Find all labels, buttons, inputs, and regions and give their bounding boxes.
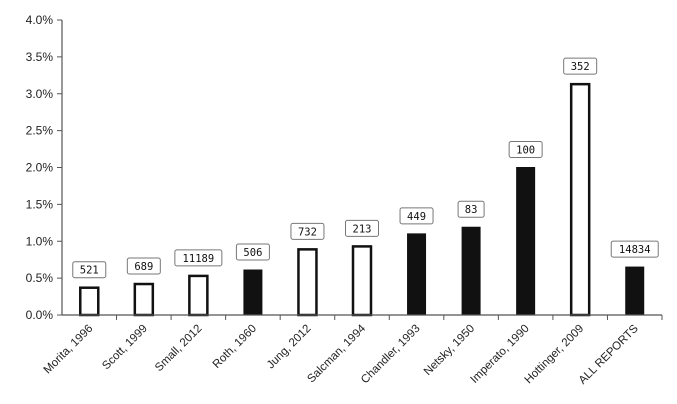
x-tick-label: Chandler, 1993 xyxy=(359,323,423,387)
data-label: 213 xyxy=(353,223,372,235)
bar xyxy=(297,248,318,317)
y-tick-label: 0.5% xyxy=(26,271,54,285)
data-label: 100 xyxy=(516,145,535,157)
x-tick-label: Small, 2012 xyxy=(153,323,204,374)
x-tick-label: ALL REPORTS xyxy=(577,322,641,386)
data-label: 11189 xyxy=(183,253,215,265)
data-label-box xyxy=(174,249,223,267)
bar xyxy=(516,167,536,316)
data-label: 732 xyxy=(298,226,317,238)
data-label-box xyxy=(399,207,434,225)
bar xyxy=(461,226,481,316)
bar xyxy=(625,266,645,316)
x-tick-label: Morita, 1996 xyxy=(42,323,96,377)
y-tick-label: 2.0% xyxy=(26,161,54,175)
data-label: 352 xyxy=(571,61,590,73)
data-label-box xyxy=(563,57,598,75)
y-tick-label: 4.0% xyxy=(26,13,54,27)
bar xyxy=(133,282,155,317)
y-tick-label: 1.5% xyxy=(26,197,54,211)
data-label-box xyxy=(126,257,161,275)
x-tick-label: Roth, 1960 xyxy=(211,323,259,371)
bar xyxy=(351,245,373,317)
x-tick-label: Imperato, 1990 xyxy=(469,323,532,386)
data-label-box xyxy=(508,141,543,158)
bar xyxy=(188,274,209,317)
y-axis: 0.0% 0.5% 1.0% 1.5% 2.0% 2.5% 3.0% 3.5% 4.0% xyxy=(26,13,63,322)
bar xyxy=(243,269,263,316)
x-tick-label: Scott, 1999 xyxy=(100,323,150,373)
y-tick-label: 2.5% xyxy=(26,124,54,138)
x-tick-label: Salcman, 1994 xyxy=(305,322,368,385)
data-label: 14834 xyxy=(619,244,651,256)
data-label: 506 xyxy=(243,247,262,259)
bars xyxy=(79,82,645,317)
y-tick-label: 0.0% xyxy=(26,308,54,322)
data-label-box xyxy=(72,261,107,279)
y-tick-label: 1.0% xyxy=(26,234,54,248)
data-labels: 521 689 11189 506 732 213 449 83 100 352 14834 xyxy=(72,57,659,279)
x-axis: Morita, 1996 Scott, 1999 Small, 2012 Roth, … xyxy=(42,314,663,387)
bar xyxy=(569,82,591,317)
y-tick-label: 3.0% xyxy=(26,87,54,101)
data-label: 449 xyxy=(407,211,426,223)
data-label-box xyxy=(290,222,325,240)
x-tick-label: Netsky, 1950 xyxy=(422,323,477,378)
bar xyxy=(407,233,427,316)
bar xyxy=(79,286,100,317)
y-tick-label: 3.5% xyxy=(26,50,54,64)
data-label: 83 xyxy=(465,204,478,216)
data-label-box xyxy=(235,243,270,261)
data-label-box xyxy=(457,200,485,218)
data-label: 521 xyxy=(80,265,99,277)
x-tick-label: Jung, 2012 xyxy=(265,323,314,372)
x-tick-label: Hottinger, 2009 xyxy=(523,323,587,387)
data-label-box xyxy=(345,219,379,237)
data-label-box xyxy=(610,240,659,258)
data-label: 689 xyxy=(134,261,153,273)
